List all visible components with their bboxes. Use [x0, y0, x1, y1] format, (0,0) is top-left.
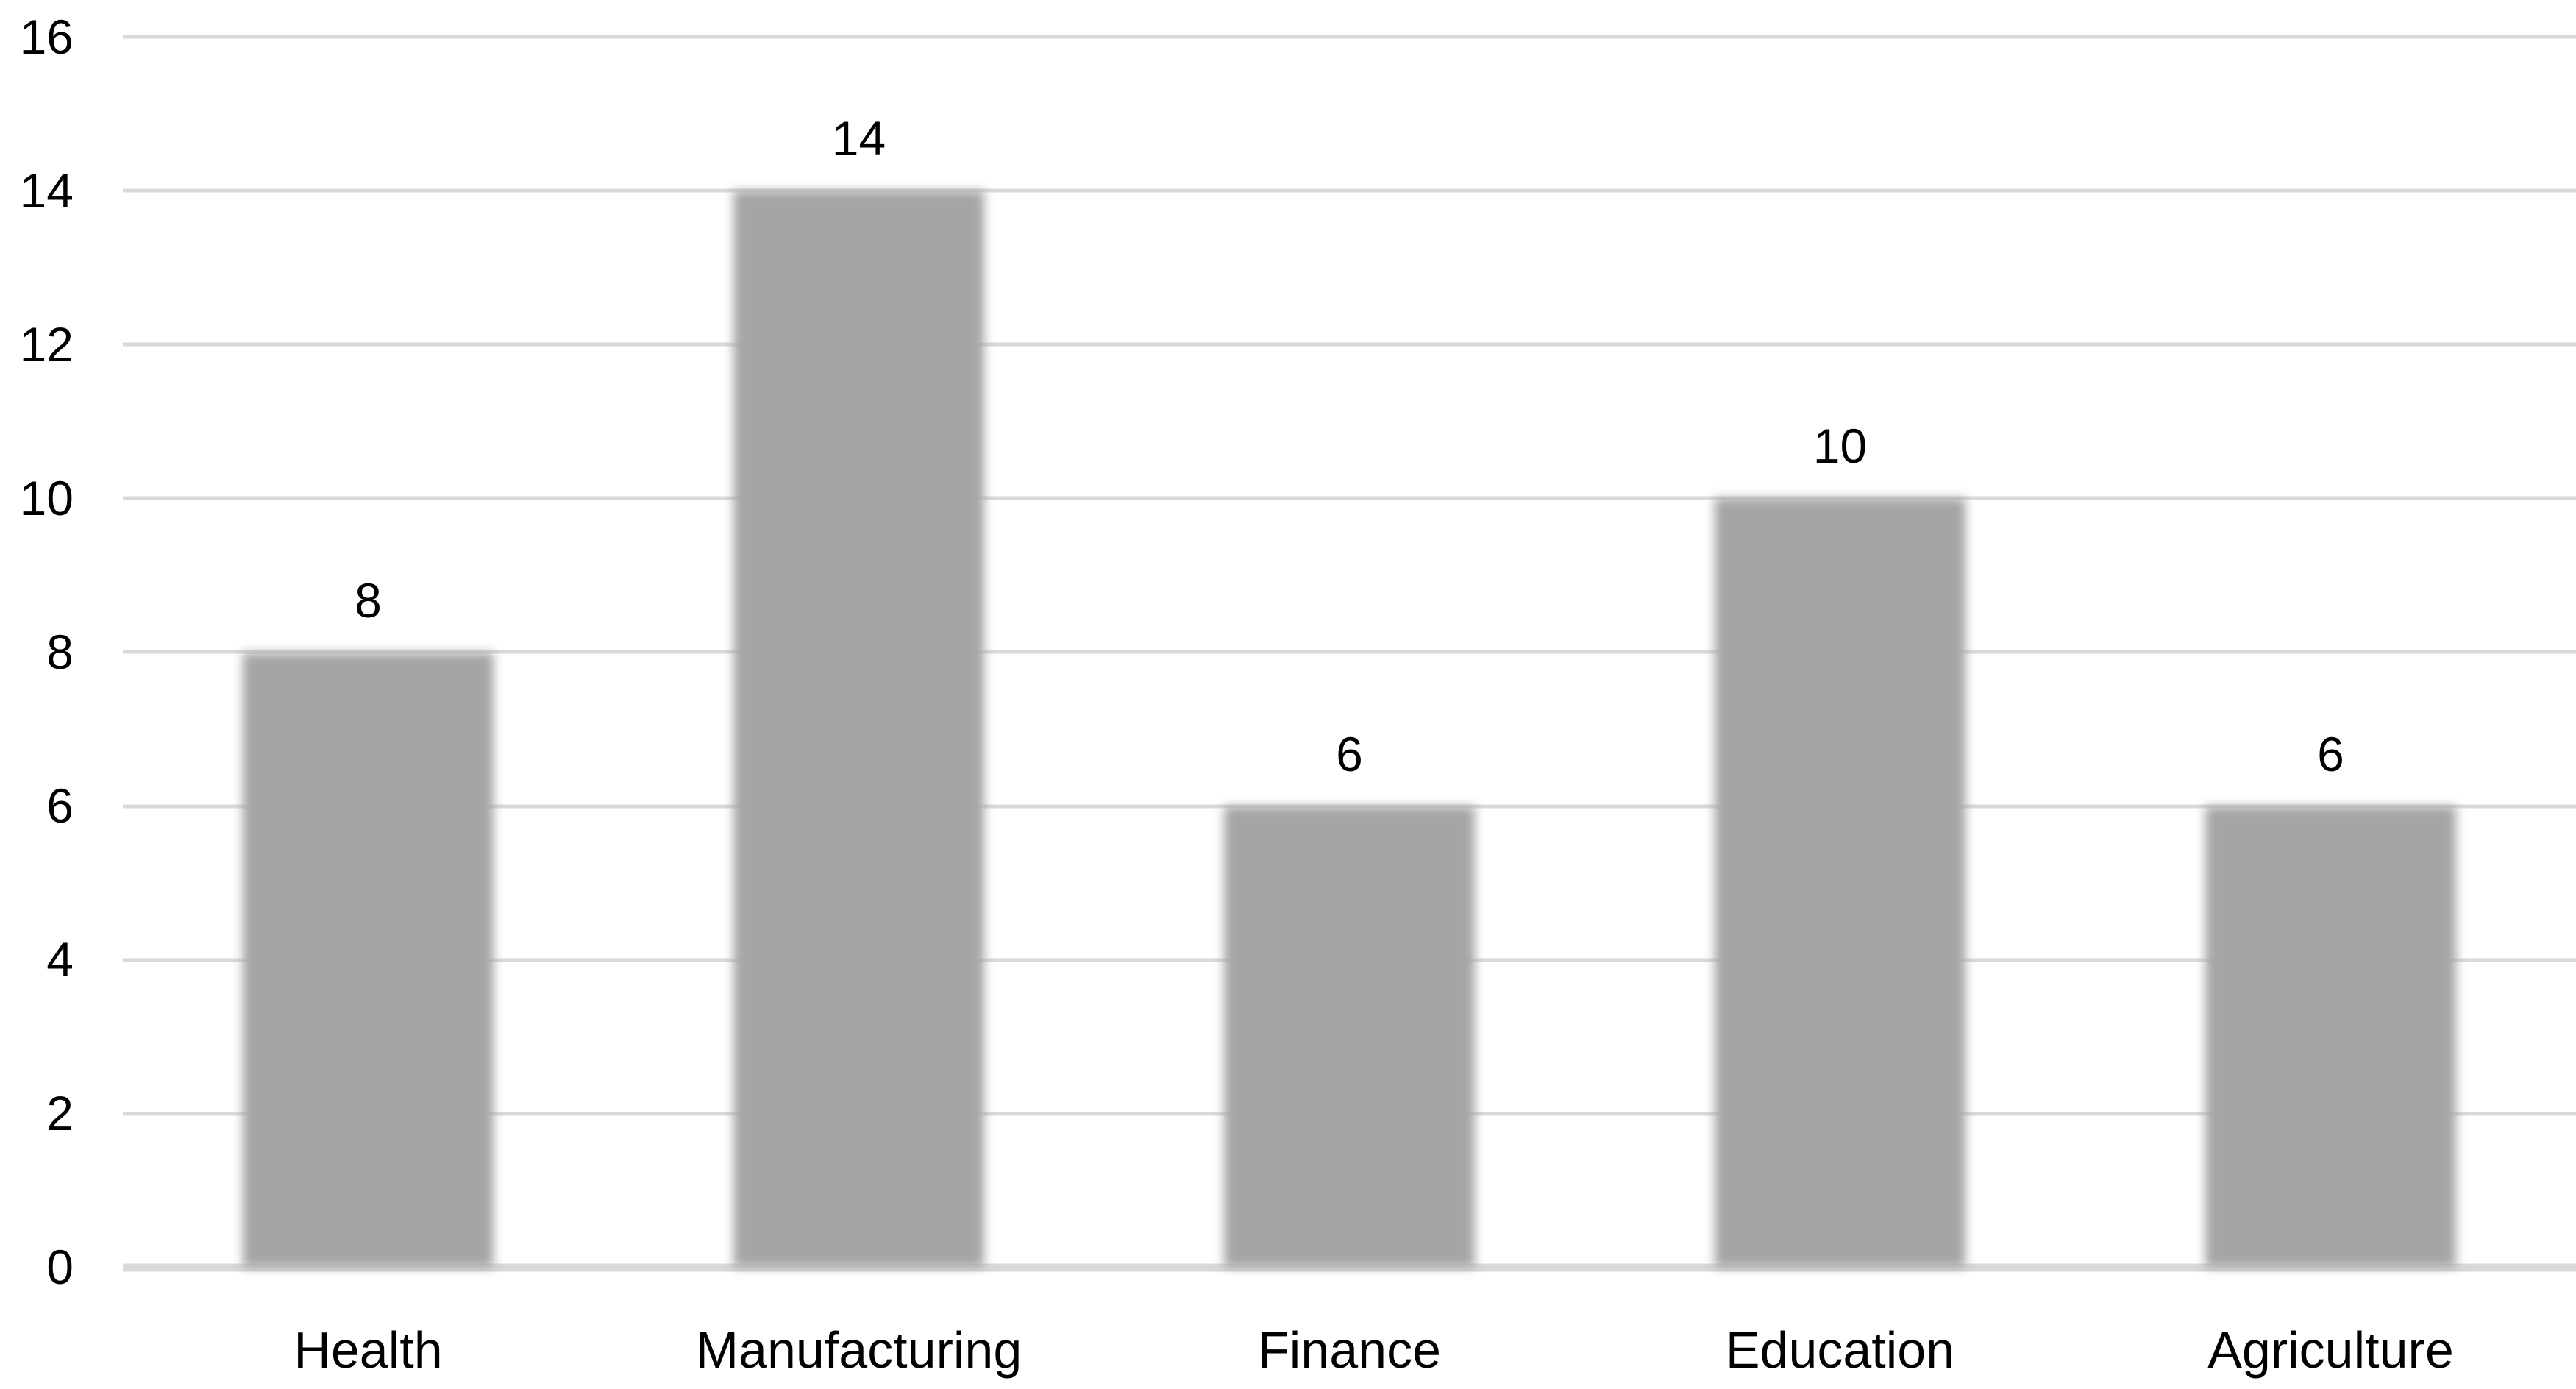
y-axis-tick-label: 14: [19, 163, 74, 218]
bars-group: 8 14 6 10 6: [123, 37, 2576, 1268]
y-axis-tick-label: 10: [19, 471, 74, 525]
x-axis-category-label: Health: [293, 1321, 443, 1379]
data-label: 6: [2317, 726, 2344, 781]
y-axis-tick-label: 4: [46, 932, 74, 987]
gridline: [123, 35, 2576, 39]
y-axis-tick-label: 0: [46, 1240, 74, 1294]
y-axis-tick-label: 6: [46, 778, 74, 833]
data-label: 8: [355, 572, 382, 628]
x-axis-category-label: Agriculture: [2207, 1321, 2454, 1379]
y-axis-tick-label: 8: [46, 625, 74, 679]
gridline: [123, 342, 2576, 347]
bar-column-agriculture: 6: [2085, 37, 2576, 1268]
bar-finance: [1224, 806, 1475, 1268]
data-label: 10: [1812, 419, 1868, 474]
bar-agriculture: [2205, 806, 2456, 1268]
y-axis-tick-label: 2: [46, 1086, 74, 1140]
gridline: [123, 650, 2576, 654]
x-axis-line: [123, 1263, 2576, 1272]
data-label: 6: [1336, 726, 1363, 781]
bar-column-education: 10: [1595, 37, 2085, 1268]
x-axis-category-label: Finance: [1257, 1321, 1442, 1379]
data-label: 14: [831, 111, 886, 166]
x-axis-category-label: Education: [1725, 1321, 1955, 1379]
gridline: [123, 496, 2576, 500]
gridline: [123, 188, 2576, 193]
bar-column-manufacturing: 14: [613, 37, 1104, 1268]
y-axis-tick-label: 12: [19, 317, 74, 372]
bar-column-finance: 6: [1104, 37, 1595, 1268]
bar-manufacturing: [733, 191, 984, 1268]
bar-education: [1715, 498, 1965, 1268]
y-axis: 16 14 12 10 8 6 4 2 0: [0, 0, 74, 1389]
y-axis-tick-label: 16: [19, 10, 74, 64]
x-axis-category-label: Manufacturing: [695, 1321, 1022, 1379]
bar-health: [243, 652, 494, 1268]
plot-area: 8 14 6 10 6: [123, 35, 2576, 1272]
bar-column-health: 8: [123, 37, 613, 1268]
x-axis: Health Manufacturing Finance Education A…: [123, 1321, 2576, 1379]
